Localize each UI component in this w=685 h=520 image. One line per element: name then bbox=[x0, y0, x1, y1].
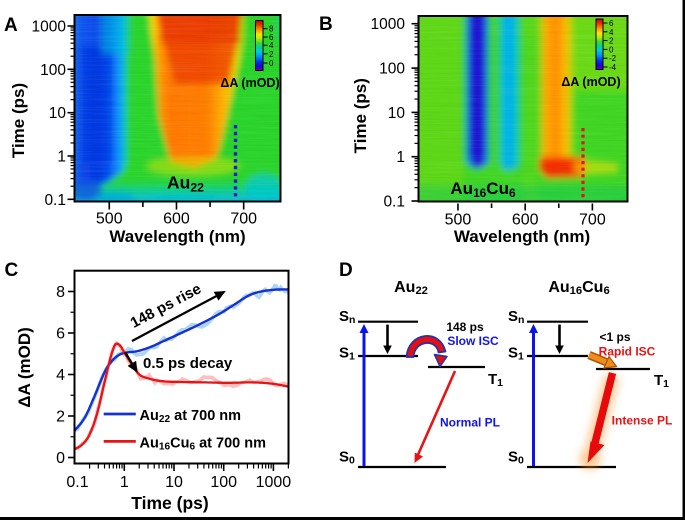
svg-text:<1 ps: <1 ps bbox=[599, 330, 630, 344]
svg-text:8: 8 bbox=[56, 284, 65, 301]
svg-text:8: 8 bbox=[269, 25, 274, 34]
svg-text:Intense PL: Intense PL bbox=[612, 414, 673, 428]
svg-text:100: 100 bbox=[40, 62, 66, 79]
svg-text:500: 500 bbox=[445, 212, 472, 229]
svg-text:0: 0 bbox=[56, 450, 65, 467]
svg-text:2: 2 bbox=[269, 50, 274, 59]
svg-text:0.1: 0.1 bbox=[383, 194, 405, 211]
svg-text:B: B bbox=[319, 14, 333, 35]
svg-text:Au16Cu6: Au16Cu6 bbox=[548, 279, 609, 297]
svg-text:0.1: 0.1 bbox=[44, 192, 66, 209]
svg-text:700: 700 bbox=[579, 212, 606, 229]
svg-text:2: 2 bbox=[609, 37, 614, 46]
svg-text:2: 2 bbox=[56, 409, 65, 426]
svg-text:-2: -2 bbox=[609, 54, 617, 63]
svg-text:Wavelength (nm): Wavelength (nm) bbox=[454, 227, 590, 246]
svg-text:100: 100 bbox=[379, 61, 405, 78]
svg-text:Time (ps): Time (ps) bbox=[131, 493, 208, 513]
svg-text:700: 700 bbox=[230, 211, 257, 228]
svg-text:0.1: 0.1 bbox=[66, 474, 88, 491]
svg-text:4: 4 bbox=[269, 41, 274, 50]
svg-text:ΔA (mOD): ΔA (mOD) bbox=[220, 76, 279, 90]
svg-text:1000: 1000 bbox=[371, 16, 406, 33]
svg-text:10: 10 bbox=[49, 105, 67, 122]
svg-text:4: 4 bbox=[56, 367, 65, 384]
svg-text:Au16Cu6: Au16Cu6 bbox=[450, 179, 516, 200]
svg-text:0.5 ps decay: 0.5 ps decay bbox=[143, 355, 233, 372]
svg-text:1000: 1000 bbox=[256, 474, 292, 491]
svg-text:C: C bbox=[5, 260, 19, 281]
svg-text:Time (ps): Time (ps) bbox=[351, 78, 370, 153]
svg-text:6: 6 bbox=[56, 326, 65, 343]
svg-text:Time (ps): Time (ps) bbox=[9, 83, 28, 158]
svg-text:600: 600 bbox=[512, 212, 539, 229]
svg-text:148 ps: 148 ps bbox=[446, 320, 484, 334]
svg-text:0: 0 bbox=[269, 59, 274, 68]
svg-text:6: 6 bbox=[269, 33, 274, 42]
svg-text:100: 100 bbox=[210, 474, 237, 491]
svg-text:1: 1 bbox=[57, 149, 66, 166]
svg-text:Rapid ISC: Rapid ISC bbox=[599, 345, 656, 359]
svg-text:1: 1 bbox=[120, 474, 129, 491]
svg-text:ΔA (mOD): ΔA (mOD) bbox=[15, 327, 34, 408]
svg-text:D: D bbox=[339, 260, 353, 281]
svg-text:Au16Cu6 at 700 nm: Au16Cu6 at 700 nm bbox=[140, 435, 267, 452]
svg-text:4: 4 bbox=[609, 28, 614, 37]
svg-text:0: 0 bbox=[609, 45, 614, 54]
svg-text:ΔA (mOD): ΔA (mOD) bbox=[561, 75, 620, 89]
svg-text:A: A bbox=[4, 15, 18, 36]
svg-text:500: 500 bbox=[96, 211, 123, 228]
svg-text:10: 10 bbox=[388, 105, 406, 122]
svg-text:-4: -4 bbox=[609, 63, 617, 72]
svg-text:6: 6 bbox=[609, 19, 614, 28]
svg-text:1: 1 bbox=[396, 149, 405, 166]
svg-text:Au22 at 700 nm: Au22 at 700 nm bbox=[140, 408, 242, 425]
svg-text:Slow ISC: Slow ISC bbox=[447, 334, 499, 348]
svg-text:1000: 1000 bbox=[32, 19, 67, 36]
svg-text:Normal PL: Normal PL bbox=[440, 416, 500, 430]
svg-text:10: 10 bbox=[165, 474, 183, 491]
svg-text:600: 600 bbox=[163, 211, 190, 228]
svg-text:Wavelength (nm): Wavelength (nm) bbox=[109, 227, 245, 246]
